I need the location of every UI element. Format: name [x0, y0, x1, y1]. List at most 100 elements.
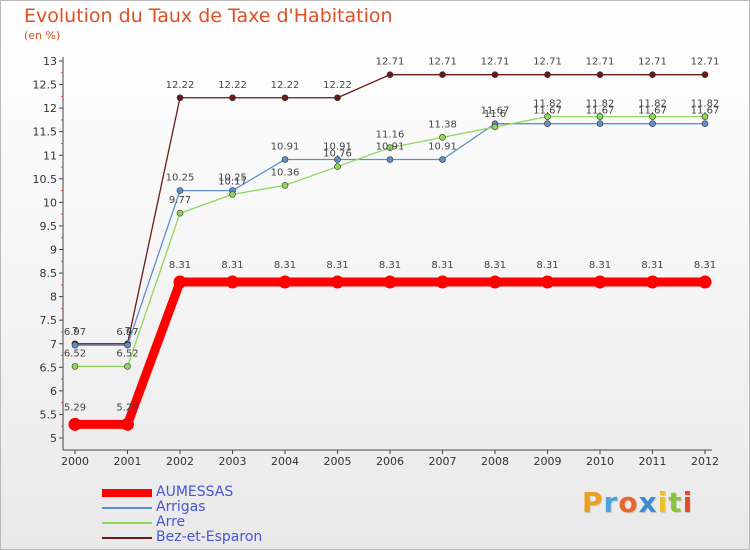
y-tick-label: 5.5 — [40, 408, 58, 421]
y-tick-label: 10.5 — [33, 173, 58, 186]
data-point-arrigas — [701, 120, 709, 127]
data-label-aumessas: 8.31 — [326, 260, 348, 271]
data-point-aumessas — [698, 275, 712, 289]
y-tick-label: 9.5 — [40, 220, 58, 233]
data-label-aumessas: 8.31 — [536, 260, 558, 271]
data-point-bez-et-esparon — [386, 71, 394, 78]
data-point-arre — [649, 113, 656, 120]
data-point-bez-et-esparon — [334, 94, 341, 102]
data-point-arre — [334, 163, 341, 170]
x-tick-label: 2003 — [219, 455, 247, 468]
y-tick-label: 12.5 — [33, 79, 58, 92]
data-point-aumessas — [68, 417, 82, 431]
data-label-arrigas: 11.67 — [533, 106, 562, 117]
data-label-arrigas: 11.67 — [638, 106, 667, 117]
data-point-bez-et-esparon — [439, 71, 446, 78]
data-point-arrigas — [124, 341, 131, 349]
data-point-arre — [176, 209, 184, 217]
data-label-arrigas: 11.67 — [481, 106, 510, 117]
data-label-arre: 11.38 — [428, 119, 457, 130]
x-tick-label: 2011 — [639, 455, 667, 468]
y-tick-label: 7.5 — [40, 314, 58, 327]
data-point-bez-et-esparon — [596, 71, 604, 78]
data-label-bez-et-esparon: 12.22 — [271, 80, 300, 91]
data-point-arre — [701, 113, 709, 120]
legend-label: Arre — [156, 514, 186, 530]
data-label-arrigas: 11.67 — [691, 106, 720, 117]
data-point-arre — [281, 182, 289, 189]
data-point-arrigas — [281, 156, 289, 163]
y-tick-label: 5 — [50, 432, 57, 445]
data-label-bez-et-esparon: 12.71 — [586, 57, 615, 68]
y-tick-label: 9 — [50, 244, 57, 257]
data-label-bez-et-esparon: 12.22 — [166, 80, 195, 91]
data-point-bez-et-esparon — [176, 94, 184, 102]
y-tick-label: 7 — [50, 338, 57, 351]
data-point-aumessas — [541, 275, 554, 289]
data-point-aumessas — [173, 275, 187, 289]
data-label-bez-et-esparon: 12.22 — [323, 80, 352, 91]
x-tick-label: 2002 — [166, 455, 194, 468]
data-label-arrigas: 10.91 — [428, 141, 457, 152]
y-tick-label: 13 — [43, 55, 57, 68]
x-tick-label: 2008 — [481, 455, 509, 468]
data-point-bez-et-esparon — [491, 71, 499, 78]
data-label-bez-et-esparon: 12.71 — [691, 57, 720, 68]
data-point-aumessas — [121, 417, 134, 431]
data-label-bez-et-esparon: 12.71 — [481, 57, 510, 68]
legend-swatch — [102, 489, 152, 497]
data-label-bez-et-esparon: 12.71 — [638, 57, 667, 68]
data-point-arrigas — [544, 120, 551, 127]
data-label-arre: 11.6 — [484, 109, 506, 120]
data-label-aumessas: 5.29 — [116, 402, 138, 413]
data-label-arre: 11.82 — [533, 99, 562, 110]
proxiti-logo: Proxiti — [582, 486, 694, 519]
data-point-aumessas — [331, 275, 344, 289]
data-label-aumessas: 8.31 — [641, 260, 663, 271]
data-label-arre: 11.82 — [638, 99, 667, 110]
data-label-bez-et-esparon: 7 — [72, 326, 78, 337]
data-label-bez-et-esparon: 12.22 — [218, 80, 247, 91]
x-tick-label: 2000 — [61, 455, 89, 468]
x-tick-label: 2004 — [271, 455, 299, 468]
data-label-arre: 11.82 — [691, 99, 720, 110]
y-tick-label: 8.5 — [40, 267, 58, 280]
data-point-arre — [71, 363, 79, 370]
y-tick-label: 11.5 — [33, 126, 58, 139]
y-tick-label: 6 — [50, 385, 57, 398]
data-point-arre — [491, 123, 499, 131]
data-label-aumessas: 8.31 — [484, 260, 506, 271]
data-point-arre — [124, 363, 131, 370]
data-point-arre — [544, 113, 551, 120]
data-label-aumessas: 8.31 — [379, 260, 401, 271]
data-point-aumessas — [436, 275, 449, 289]
data-point-arrigas — [334, 156, 341, 163]
data-point-arrigas — [386, 156, 394, 163]
data-label-arre: 6.52 — [64, 348, 86, 359]
y-tick-label: 6.5 — [40, 361, 58, 374]
data-point-arrigas — [649, 120, 656, 127]
data-label-arrigas: 10.25 — [166, 173, 195, 184]
y-axis-unit-label: (en %) — [24, 29, 61, 42]
data-point-arre — [386, 144, 394, 152]
data-point-bez-et-esparon — [229, 94, 236, 102]
data-label-arrigas: 10.91 — [271, 141, 300, 152]
data-label-aumessas: 8.31 — [221, 260, 243, 271]
series-line-arre — [74, 115, 706, 368]
data-label-arre: 6.52 — [116, 348, 138, 359]
legend-swatch — [102, 507, 152, 509]
data-label-aumessas: 8.31 — [589, 260, 611, 271]
data-point-arre — [229, 191, 236, 198]
data-point-bez-et-esparon — [701, 71, 709, 78]
data-point-bez-et-esparon — [281, 94, 289, 102]
data-label-arrigas: 6.97 — [64, 327, 86, 338]
data-label-arre: 11.16 — [376, 130, 405, 141]
data-point-arre — [596, 113, 604, 120]
y-tick-label: 11 — [43, 149, 57, 162]
data-point-bez-et-esparon — [544, 71, 551, 78]
data-point-aumessas — [383, 275, 397, 289]
y-tick-label: 8 — [50, 291, 57, 304]
x-tick-label: 2005 — [324, 455, 352, 468]
